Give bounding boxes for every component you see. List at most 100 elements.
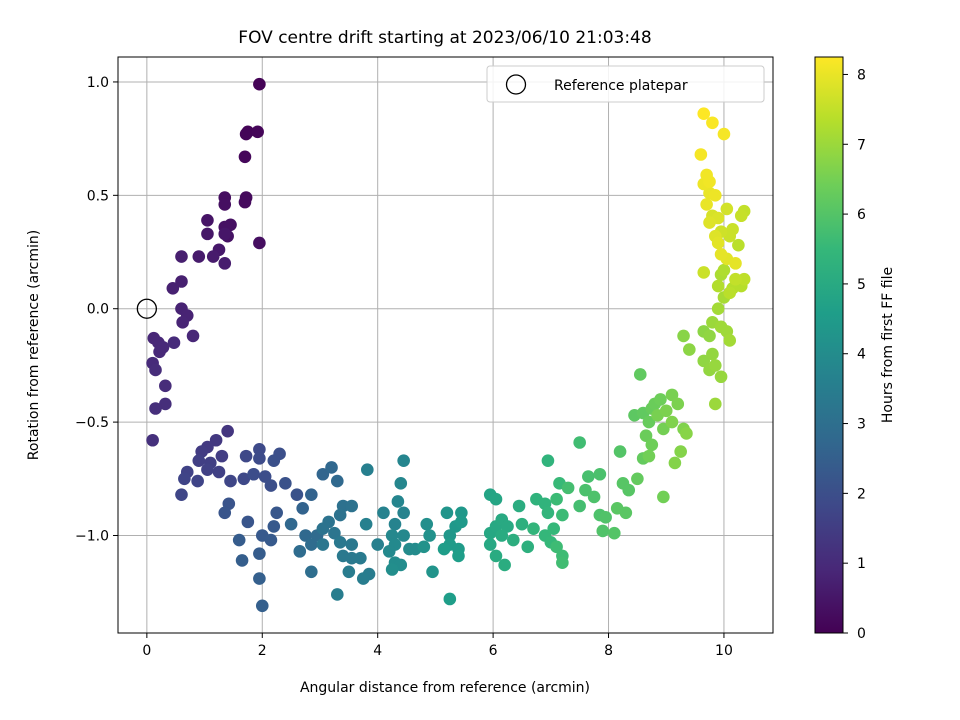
data-point xyxy=(665,388,679,402)
data-point xyxy=(345,538,359,551)
data-point xyxy=(723,286,737,300)
data-point xyxy=(333,508,347,522)
data-point xyxy=(631,472,644,486)
data-point xyxy=(218,506,232,520)
data-point xyxy=(708,189,722,202)
x-tick-label: 2 xyxy=(258,643,267,659)
data-point xyxy=(711,236,725,250)
data-point xyxy=(729,272,742,286)
data-point xyxy=(191,474,204,488)
data-point xyxy=(316,538,330,551)
y-tick-label: −0.5 xyxy=(75,415,109,431)
data-point xyxy=(267,520,281,533)
data-point xyxy=(330,474,344,488)
data-point xyxy=(573,499,586,513)
x-tick-label: 8 xyxy=(604,643,613,659)
data-point xyxy=(599,511,612,524)
data-point xyxy=(270,506,284,520)
data-point xyxy=(325,461,338,474)
colorbar-tick-label: 6 xyxy=(857,207,866,223)
data-point xyxy=(186,329,200,343)
data-point xyxy=(700,198,713,211)
data-point xyxy=(224,474,237,488)
data-point xyxy=(296,501,309,515)
data-point xyxy=(495,529,509,542)
data-point xyxy=(361,463,374,477)
data-point xyxy=(706,116,719,130)
x-axis-label: Angular distance from reference (arcmin) xyxy=(300,680,590,696)
data-point xyxy=(397,506,410,520)
colorbar-tick-label: 8 xyxy=(857,67,866,83)
data-point xyxy=(426,565,439,579)
data-point xyxy=(371,538,384,551)
data-point xyxy=(613,445,627,458)
colorbar-gradient xyxy=(814,56,844,634)
data-point xyxy=(573,436,586,449)
data-point xyxy=(423,529,436,542)
legend-label: Reference platepar xyxy=(554,78,688,94)
data-point xyxy=(316,522,330,535)
colorbar-tick-label: 0 xyxy=(857,626,866,642)
data-point xyxy=(489,492,503,506)
data-point xyxy=(218,198,232,211)
data-point xyxy=(215,449,229,463)
data-point xyxy=(642,449,656,463)
data-point xyxy=(507,533,520,547)
data-point xyxy=(706,347,719,361)
data-point xyxy=(659,404,673,418)
x-tick-label: 4 xyxy=(373,643,382,659)
reference-point-layer xyxy=(136,298,158,319)
y-tick-label: 0.5 xyxy=(87,188,109,204)
data-point xyxy=(238,195,252,209)
data-point xyxy=(633,368,647,381)
data-point xyxy=(201,213,214,227)
data-point xyxy=(175,250,188,263)
data-point xyxy=(657,490,670,504)
data-point xyxy=(359,517,373,531)
y-tick-label: −1.0 xyxy=(75,528,109,544)
data-point xyxy=(443,529,457,542)
data-point xyxy=(293,545,307,558)
colorbar-tick-label: 3 xyxy=(857,417,866,433)
data-point xyxy=(556,508,569,522)
data-point xyxy=(354,551,367,565)
x-tick-label: 0 xyxy=(142,643,151,659)
data-point xyxy=(258,470,272,483)
data-point xyxy=(255,599,269,613)
data-point xyxy=(192,454,206,467)
data-point xyxy=(146,433,159,447)
data-point xyxy=(694,148,708,161)
colorbar-tick-label: 4 xyxy=(857,347,866,363)
data-point xyxy=(153,345,166,359)
data-point xyxy=(342,565,356,579)
data-point xyxy=(527,522,540,535)
data-point xyxy=(711,279,725,293)
data-point xyxy=(556,556,569,570)
data-point xyxy=(397,529,410,542)
data-point xyxy=(420,517,434,531)
data-point xyxy=(657,422,670,436)
data-point xyxy=(175,488,188,501)
x-axis-ticks: 0 2 4 6 8 10 xyxy=(142,633,733,659)
data-point xyxy=(512,499,526,513)
data-point xyxy=(455,506,468,520)
data-point xyxy=(697,266,711,279)
data-point xyxy=(166,282,180,295)
data-point xyxy=(541,454,555,467)
data-point xyxy=(178,472,191,486)
data-point xyxy=(333,535,347,549)
data-point xyxy=(299,529,312,542)
data-point xyxy=(218,257,232,270)
data-point xyxy=(697,354,711,368)
data-point xyxy=(253,452,266,465)
data-point xyxy=(501,520,514,533)
y-tick-label: 1.0 xyxy=(87,75,109,91)
data-point xyxy=(394,477,408,490)
data-point xyxy=(550,492,563,506)
x-tick-label: 6 xyxy=(489,643,498,659)
data-point xyxy=(671,397,685,411)
data-point xyxy=(192,250,206,263)
data-point xyxy=(550,540,563,554)
colorbar-label: Hours from first FF file xyxy=(880,267,896,423)
data-point xyxy=(253,547,266,560)
